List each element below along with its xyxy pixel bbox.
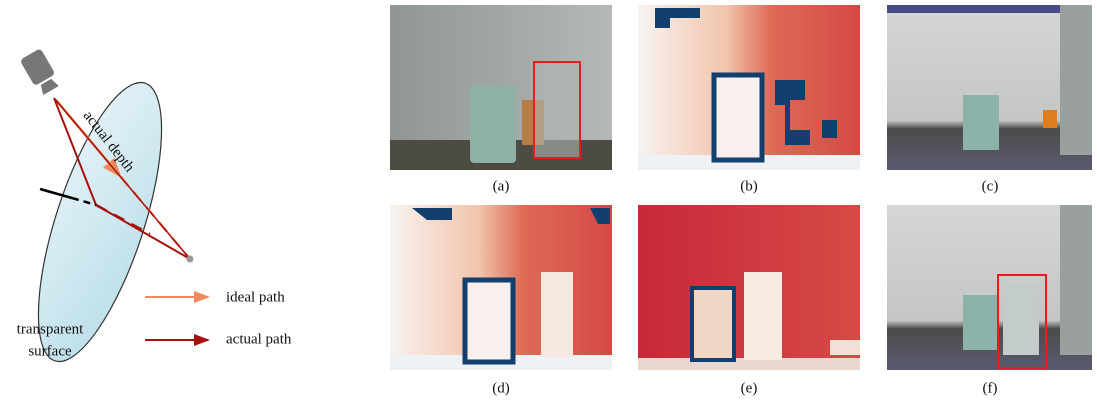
legend-label: ideal path	[226, 289, 285, 305]
figure: actual depth ideal path actual path tran…	[0, 0, 1097, 402]
target-point	[187, 256, 194, 263]
camera	[20, 48, 62, 96]
panel-caption: (a)	[493, 178, 510, 194]
diagram: actual depth ideal path actual path tran…	[13, 48, 292, 374]
panel-image	[638, 5, 860, 170]
panel-image	[390, 205, 612, 370]
surface-label: surface	[28, 343, 72, 359]
legend-label: actual path	[226, 331, 292, 347]
panel-image	[887, 205, 1092, 370]
panel-image	[638, 205, 860, 370]
panel-caption: (b)	[740, 178, 758, 194]
panel-caption: (e)	[741, 380, 758, 396]
panel-caption: (c)	[982, 178, 999, 194]
panel-caption: (f)	[983, 380, 998, 396]
panel-image	[390, 5, 612, 170]
surface-label: transparent	[17, 321, 84, 337]
panel-caption: (d)	[492, 380, 510, 396]
panel-image	[887, 5, 1092, 170]
